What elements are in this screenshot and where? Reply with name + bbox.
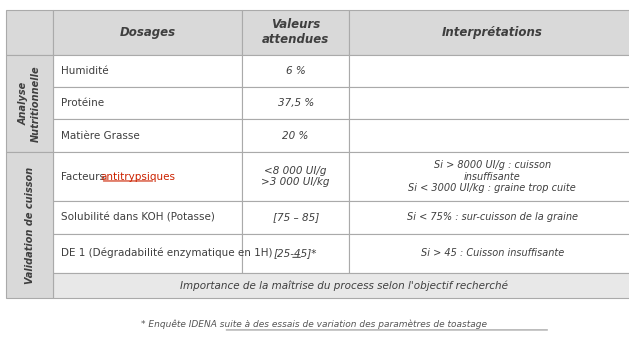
Text: Humidité: Humidité [61, 66, 109, 76]
Text: Si > 8000 UI/g : cuisson
insuffisante
Si < 3000 UI/kg : graine trop cuite: Si > 8000 UI/g : cuisson insuffisante Si… [408, 160, 576, 193]
Text: Si > 45 : Cuisson insuffisante: Si > 45 : Cuisson insuffisante [421, 248, 564, 258]
Bar [53, 55, 242, 87]
Bar [349, 119, 629, 152]
Text: Validation de cuisson: Validation de cuisson [25, 166, 35, 284]
Text: 20 %: 20 % [282, 131, 309, 141]
Bar [53, 87, 242, 119]
Bar [53, 234, 242, 273]
Bar [6, 55, 53, 152]
Text: Valeurs
attendues: Valeurs attendues [262, 19, 329, 46]
Bar [53, 152, 242, 201]
Bar [349, 234, 629, 273]
Text: [25-45]*: [25-45]* [274, 248, 318, 258]
Bar [242, 119, 349, 152]
Bar [242, 201, 349, 234]
Text: Solubilité dans KOH (Potasse): Solubilité dans KOH (Potasse) [61, 212, 215, 222]
Bar [242, 152, 349, 201]
Text: Dosages: Dosages [120, 26, 176, 39]
Bar [349, 55, 629, 87]
Text: Facteurs: Facteurs [61, 172, 108, 181]
Bar [6, 152, 53, 298]
Text: 6 %: 6 % [286, 66, 306, 76]
Bar [349, 201, 629, 234]
Text: antitrypsiques: antitrypsiques [101, 172, 175, 181]
Text: Interprétations: Interprétations [442, 26, 543, 39]
Bar [242, 10, 349, 55]
Bar [53, 10, 242, 55]
Text: Si < 75% : sur-cuisson de la graine: Si < 75% : sur-cuisson de la graine [407, 212, 577, 222]
Text: * Enquête IDENA suite à des essais de variation des paramètres de toastage: * Enquête IDENA suite à des essais de va… [142, 319, 487, 329]
Bar [53, 119, 242, 152]
Bar [242, 234, 349, 273]
Bar [349, 87, 629, 119]
Text: [75 – 85]: [75 – 85] [272, 212, 319, 222]
Text: Analyse
Nutritionnelle: Analyse Nutritionnelle [19, 65, 41, 142]
Text: Matière Grasse: Matière Grasse [61, 131, 140, 141]
Bar [6, 10, 53, 55]
Text: 37,5 %: 37,5 % [277, 98, 314, 108]
Bar [53, 201, 242, 234]
Bar [242, 55, 349, 87]
Text: Importance de la maîtrise du process selon l'objectif recherché: Importance de la maîtrise du process sel… [181, 280, 508, 291]
Bar [242, 87, 349, 119]
Bar [349, 10, 629, 55]
Text: <8 000 UI/g
>3 000 UI/kg: <8 000 UI/g >3 000 UI/kg [262, 166, 330, 187]
Text: DE 1 (Dégradabilité enzymatique en 1H): DE 1 (Dégradabilité enzymatique en 1H) [61, 248, 272, 259]
Bar [53, 273, 629, 298]
Text: Protéine: Protéine [61, 98, 104, 108]
Bar [349, 152, 629, 201]
